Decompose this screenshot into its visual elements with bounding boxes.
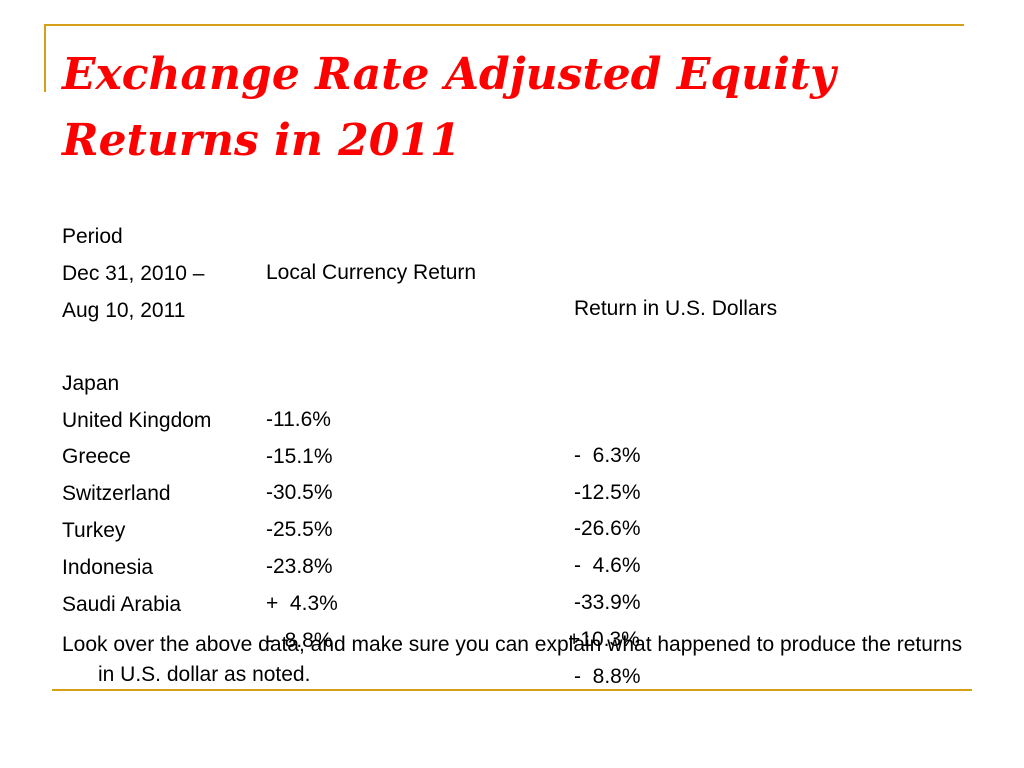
usd-return-value: - 6.3%: [574, 444, 641, 467]
table-row: Saudi Arabia - 8.8% - 8.8%: [62, 551, 641, 688]
country-name: Indonesia: [62, 556, 154, 579]
country-name: Greece: [62, 445, 131, 468]
country-name: Turkey: [62, 519, 126, 542]
left-divider: [44, 24, 46, 92]
usd-return-value: -33.9%: [574, 591, 641, 614]
period-start-row: Dec 31, 2010 –: [62, 220, 204, 285]
usd-return-value: -26.6%: [574, 517, 641, 540]
table-row: Switzerland -25.5% - 4.6%: [62, 440, 641, 577]
country-name: Switzerland: [62, 482, 171, 505]
local-return-value: -25.5%: [266, 518, 333, 541]
country-name: Japan: [62, 372, 120, 395]
period-start: Dec 31, 2010 –: [62, 262, 205, 285]
bottom-divider: [52, 689, 972, 691]
header-usd-return: Return in U.S. Dollars: [574, 297, 778, 320]
table-row: United Kingdom -15.1% -12.5%: [62, 367, 641, 504]
table-row: Japan -11.6% - 6.3%: [62, 330, 641, 467]
table-row: Greece -30.5% -26.6%: [62, 403, 641, 540]
local-return-value: - 8.8%: [266, 629, 333, 652]
local-return-value: + 4.3%: [266, 592, 338, 615]
country-name: Saudi Arabia: [62, 593, 182, 616]
usd-return-value: +10.3%: [568, 628, 640, 651]
local-return-value: -15.1%: [266, 445, 333, 468]
table-row: Turkey -23.8% -33.9%: [62, 477, 641, 614]
period-end: Aug 10, 2011: [62, 299, 186, 322]
local-return-value: -23.8%: [266, 555, 333, 578]
local-return-value: -30.5%: [266, 481, 333, 504]
local-return-value: -11.6%: [266, 408, 331, 431]
period-end-row: Aug 10, 2011: [62, 257, 185, 322]
instruction-note: Look over the above data, and make sure …: [62, 633, 963, 686]
header-row: Period Local Currency Return Return in U…: [62, 183, 777, 320]
header-period: Period: [62, 225, 123, 248]
usd-return-value: - 8.8%: [574, 665, 641, 688]
country-name: United Kingdom: [62, 409, 212, 432]
usd-return-value: -12.5%: [574, 481, 641, 504]
slide-title: Exchange Rate Adjusted Equity Returns in…: [62, 49, 836, 166]
table-row: Indonesia + 4.3% +10.3%: [62, 514, 640, 651]
usd-return-value: - 4.6%: [574, 554, 641, 577]
header-local-return: Local Currency Return: [266, 261, 477, 284]
top-divider: [44, 24, 964, 26]
